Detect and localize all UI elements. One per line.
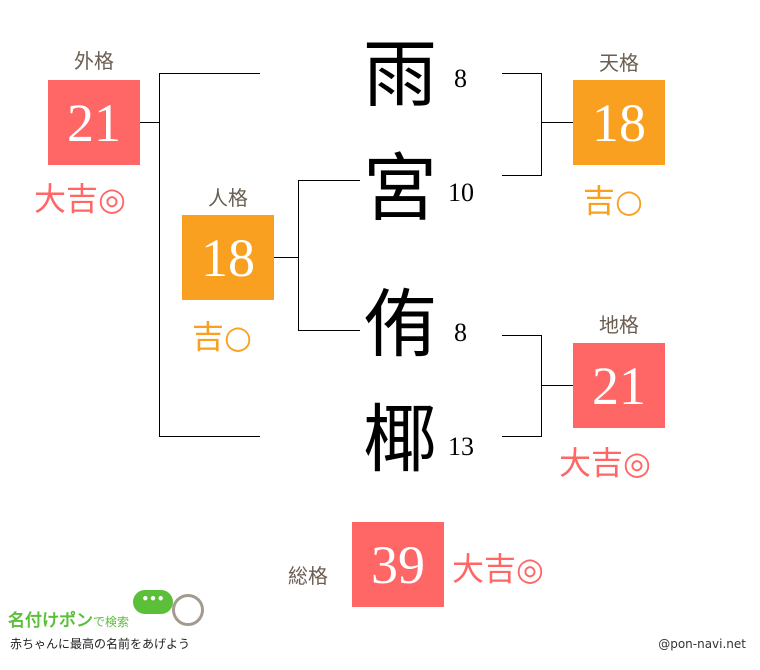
gaikaku-bracket	[159, 73, 160, 437]
logo-sub: で検索	[93, 615, 130, 629]
connector-line	[541, 122, 573, 123]
soukaku-result: 大吉◎	[452, 550, 544, 588]
chikaku-bracket	[541, 335, 542, 437]
connector-line	[541, 385, 573, 386]
logo-title-text: 名付けポン	[8, 611, 93, 631]
connector-line	[274, 257, 298, 258]
name-char: 宮	[363, 146, 437, 232]
jinkaku-label: 人格	[208, 186, 248, 210]
tenkaku-result: 吉○	[583, 182, 643, 220]
connector-line	[298, 180, 360, 181]
name-char: 侑	[363, 282, 437, 368]
connector-line	[502, 175, 542, 176]
jinkaku-value: 18	[182, 215, 274, 300]
tenkaku-value: 18	[573, 80, 665, 165]
stroke-count: 8	[454, 318, 467, 347]
connector-line	[502, 436, 542, 437]
tenkaku-bracket	[541, 73, 542, 176]
connector-line	[502, 73, 542, 74]
stroke-count: 10	[448, 178, 474, 207]
tenkaku-label: 天格	[599, 51, 639, 75]
speech-bubble-icon: •••	[133, 590, 173, 614]
connector-line	[140, 122, 159, 123]
name-char: 雨	[363, 32, 437, 118]
name-char: 椰	[363, 397, 437, 483]
soukaku-label: 総格	[288, 564, 328, 588]
credit: @pon-navi.net	[658, 637, 746, 651]
chikaku-label: 地格	[599, 313, 639, 337]
connector-line	[159, 436, 260, 437]
jinkaku-result: 吉○	[192, 318, 252, 356]
tagline: 赤ちゃんに最高の名前をあげよう	[10, 637, 191, 651]
jinkaku-bracket	[298, 180, 299, 331]
soukaku-value: 39	[352, 522, 444, 607]
connector-line	[298, 330, 360, 331]
gaikaku-result: 大吉◎	[34, 180, 126, 218]
gaikaku-label: 外格	[74, 49, 114, 73]
connector-line	[159, 73, 260, 74]
stroke-count: 13	[448, 432, 474, 461]
chikaku-value: 21	[573, 343, 665, 428]
gaikaku-value: 21	[48, 80, 140, 165]
baby-face-icon	[172, 594, 204, 626]
chikaku-result: 大吉◎	[559, 444, 651, 482]
logo-title: 名付けポンで検索	[8, 606, 129, 631]
connector-line	[502, 335, 542, 336]
stroke-count: 8	[454, 64, 467, 93]
